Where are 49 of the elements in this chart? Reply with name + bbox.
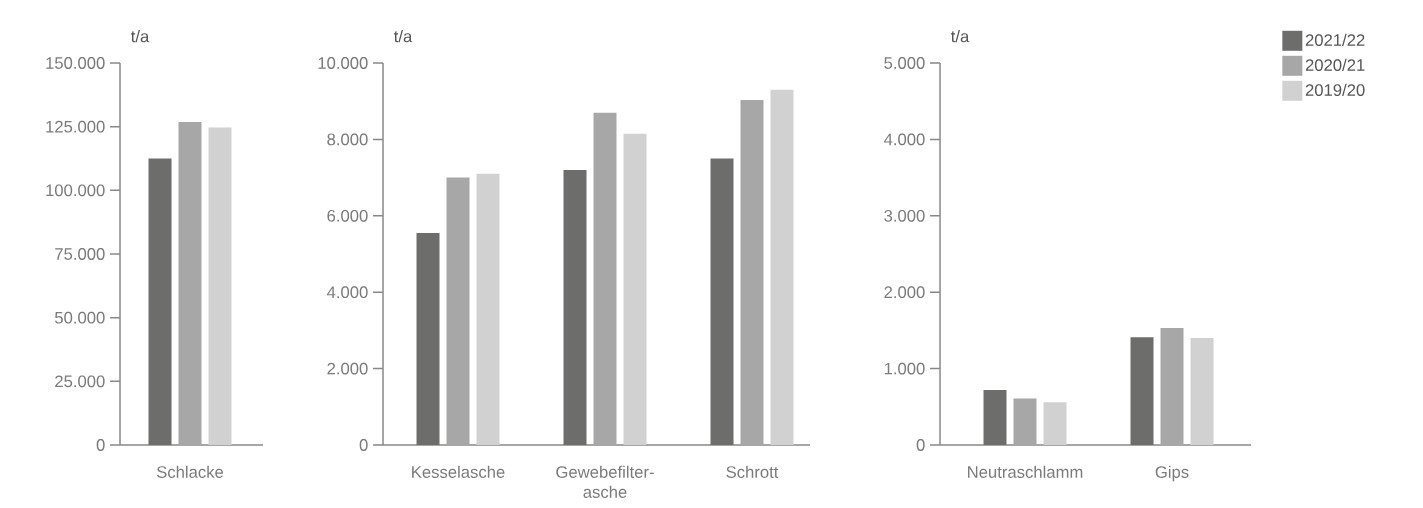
y-tick-label: 5.000 [884, 57, 925, 69]
bar [983, 389, 1007, 445]
bar [593, 112, 617, 445]
legend-label: 2019/20 [1305, 83, 1365, 96]
bar [710, 158, 734, 445]
bar [416, 232, 440, 445]
bar [446, 177, 470, 445]
y-tick-label: 1.000 [884, 362, 925, 375]
y-tick-label: 125.000 [46, 120, 105, 133]
y-tick-label: 150.000 [46, 57, 105, 69]
y-tick-label: 8.000 [327, 133, 368, 146]
y-tick-label: 0 [359, 439, 368, 451]
legend-label: 2021/22 [1305, 33, 1365, 46]
y-axis-title: t/a [393, 30, 413, 43]
x-tick-label: Schrott [726, 465, 779, 478]
y-tick-label: 6.000 [327, 209, 368, 222]
y-tick-label: 2.000 [884, 286, 925, 299]
y-tick-label: 100.000 [46, 184, 105, 197]
bar [770, 89, 794, 445]
bar [178, 122, 202, 445]
bar [1043, 402, 1067, 445]
y-axis-title: t/a [130, 30, 150, 43]
x-tick-label: Gewebefilter-asche [556, 465, 654, 498]
bar [623, 133, 647, 445]
bar [208, 127, 232, 445]
bar [476, 173, 500, 445]
bar [1013, 398, 1037, 445]
bar [1160, 328, 1184, 445]
x-tick-label: Schlacke [156, 465, 224, 478]
x-tick-label: Kesselasche [412, 465, 505, 478]
y-tick-label: 2.000 [327, 362, 368, 375]
legend-label: 2020/21 [1305, 58, 1365, 71]
x-tick-label: Neutraschlamm [968, 465, 1083, 478]
y-tick-label: 75.000 [55, 248, 105, 260]
x-tick-label: Gips [1155, 465, 1189, 482]
y-axis-title: t/a [950, 30, 970, 43]
y-tick-label: 50.000 [54, 311, 105, 324]
y-tick-label: 3.000 [884, 209, 925, 222]
y-tick-label: 0 [916, 439, 925, 451]
bar [148, 158, 172, 445]
y-tick-label: 0 [96, 439, 105, 451]
y-tick-label: 10.000 [318, 57, 368, 69]
bar [1130, 337, 1154, 445]
y-tick-label: 25.000 [55, 375, 105, 388]
bar [740, 100, 764, 445]
y-tick-label: 4.000 [326, 286, 368, 299]
bar [1190, 338, 1214, 445]
y-tick-label: 4.000 [883, 133, 925, 146]
bar [563, 169, 587, 445]
